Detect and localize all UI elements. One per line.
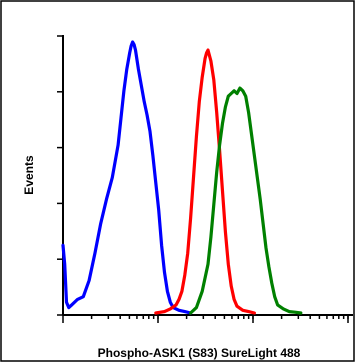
histogram-curves	[61, 40, 303, 315]
blue-histogram-line	[61, 40, 193, 315]
red-histogram-line	[154, 48, 256, 315]
y-axis-label: Events	[22, 155, 36, 195]
green-histogram-line	[189, 86, 303, 315]
x-axis-label: Phospho-ASK1 (S83) SureLight 488	[98, 346, 301, 360]
